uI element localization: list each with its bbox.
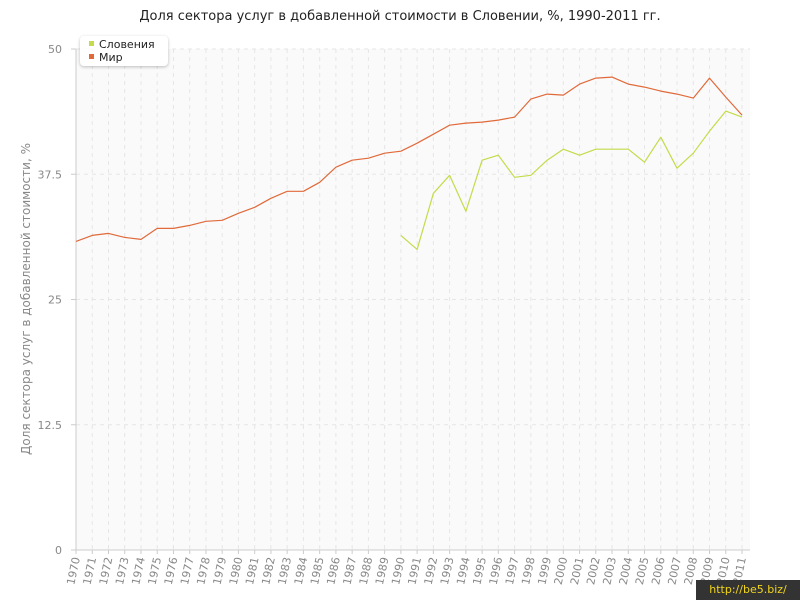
x-tick-label: 2001 bbox=[568, 556, 587, 586]
x-tick-label: 1991 bbox=[406, 556, 425, 586]
chart-title: Доля сектора услуг в добавленной стоимос… bbox=[139, 9, 661, 24]
x-tick-label: 1974 bbox=[129, 556, 148, 586]
x-tick-label: 1979 bbox=[211, 556, 230, 586]
watermark-link[interactable]: http://be5.biz/ bbox=[696, 580, 800, 600]
x-tick-label: 1990 bbox=[389, 556, 408, 586]
x-tick-label: 2002 bbox=[584, 556, 603, 586]
y-tick-labels: 0 12.5 25 37.5 50 bbox=[38, 43, 76, 557]
series-line-world[interactable] bbox=[75, 76, 743, 242]
x-tick-label: 1999 bbox=[535, 556, 554, 586]
series-lines bbox=[75, 76, 743, 250]
legend-label-world: Мир bbox=[99, 51, 123, 64]
x-tick-label: 1972 bbox=[97, 556, 116, 586]
x-tick-label: 1993 bbox=[438, 556, 457, 586]
legend-item-slovenia[interactable]: Словения bbox=[89, 38, 155, 51]
series-line-slovenia[interactable] bbox=[400, 110, 743, 250]
x-tick-label: 1997 bbox=[503, 556, 522, 586]
y-tick-label: 50 bbox=[48, 43, 62, 56]
x-tick-label: 1976 bbox=[162, 556, 181, 586]
legend-swatch-slovenia bbox=[89, 41, 94, 46]
x-tick-label: 1998 bbox=[519, 556, 538, 586]
x-tick-label: 1983 bbox=[276, 556, 295, 586]
x-tick-label: 2006 bbox=[649, 556, 668, 586]
x-tick-label: 2008 bbox=[682, 556, 701, 586]
x-tick-label: 1989 bbox=[373, 556, 392, 586]
x-tick-label: 2000 bbox=[552, 556, 571, 586]
x-tick-label: 2004 bbox=[617, 556, 636, 586]
y-axis-label: Доля сектора услуг в добавленной стоимос… bbox=[19, 143, 33, 455]
x-tick-label: 1996 bbox=[487, 556, 506, 586]
x-tick-label: 2005 bbox=[633, 556, 652, 586]
x-tick-label: 1994 bbox=[454, 556, 473, 586]
x-tick-label: 1986 bbox=[324, 556, 343, 586]
x-tick-label: 1985 bbox=[308, 556, 327, 586]
x-tick-label: 2007 bbox=[665, 556, 684, 586]
x-tick-label: 1995 bbox=[470, 556, 489, 586]
x-tick-label: 1975 bbox=[146, 556, 165, 586]
x-tick-label: 1992 bbox=[422, 556, 441, 586]
x-tick-label: 1982 bbox=[259, 556, 278, 586]
x-tick-label: 1980 bbox=[227, 556, 246, 586]
x-tick-label: 1987 bbox=[341, 556, 360, 586]
x-tick-label: 1973 bbox=[113, 556, 132, 586]
x-tick-label: 1970 bbox=[64, 556, 83, 586]
x-tick-label: 1981 bbox=[243, 556, 262, 586]
x-tick-label: 1971 bbox=[81, 556, 100, 586]
y-tick-label: 25 bbox=[48, 294, 62, 307]
x-tick-labels: 1970197119721973197419751976197719781979… bbox=[64, 550, 749, 586]
legend: Словения Мир bbox=[80, 36, 168, 66]
legend-swatch-world bbox=[89, 54, 94, 59]
y-tick-label: 37.5 bbox=[38, 168, 63, 181]
legend-item-world[interactable]: Мир bbox=[89, 51, 123, 64]
x-tick-label: 2009 bbox=[698, 556, 717, 586]
x-tick-label: 1988 bbox=[357, 556, 376, 586]
y-tick-label: 0 bbox=[55, 544, 62, 557]
x-tick-label: 1984 bbox=[292, 556, 311, 586]
legend-label-slovenia: Словения bbox=[99, 38, 155, 51]
x-tick-label: 2011 bbox=[730, 556, 749, 586]
x-tick-label: 2010 bbox=[714, 556, 733, 586]
x-tick-label: 1977 bbox=[178, 556, 197, 586]
y-tick-label: 12.5 bbox=[38, 419, 63, 432]
x-tick-label: 2003 bbox=[600, 556, 619, 586]
x-tick-label: 1978 bbox=[194, 556, 213, 586]
